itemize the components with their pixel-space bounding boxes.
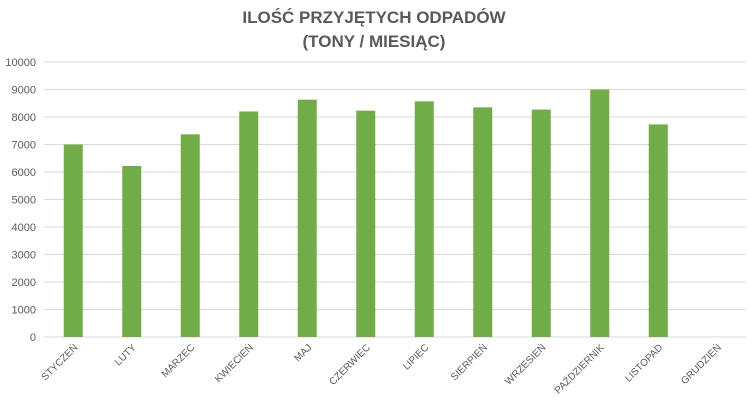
y-tick-label: 5000: [12, 195, 36, 207]
chart-subtitle: (TONY / MIESIĄC): [303, 32, 446, 51]
y-tick-label: 2000: [12, 277, 36, 289]
bar: [356, 110, 376, 337]
y-tick-label: 0: [30, 332, 36, 344]
y-tick-label: 4000: [12, 222, 36, 234]
bar: [297, 99, 317, 337]
bar: [414, 101, 434, 337]
y-tick-label: 8000: [12, 112, 36, 124]
bar: [473, 107, 493, 337]
chart-title: ILOŚĆ PRZYJĘTYCH ODPADÓW: [242, 8, 506, 27]
y-tick-label: 3000: [12, 250, 36, 262]
y-tick-label: 6000: [12, 167, 36, 179]
y-tick-label: 10000: [5, 57, 36, 69]
bar: [122, 165, 142, 337]
bar: [590, 89, 610, 337]
gridlines: [44, 61, 746, 338]
y-tick-label: 7000: [12, 140, 36, 152]
y-axis-ticks: 0 1000 2000 3000 4000 5000 6000 7000 8000 9000 100…: [5, 57, 36, 344]
bar: [239, 111, 259, 337]
y-tick-label: 1000: [12, 305, 36, 317]
bar: [531, 109, 551, 337]
bars: [63, 89, 668, 337]
y-tick-label: 9000: [12, 85, 36, 97]
bar: [180, 134, 200, 337]
bar: [648, 124, 668, 337]
bar: [63, 144, 83, 337]
